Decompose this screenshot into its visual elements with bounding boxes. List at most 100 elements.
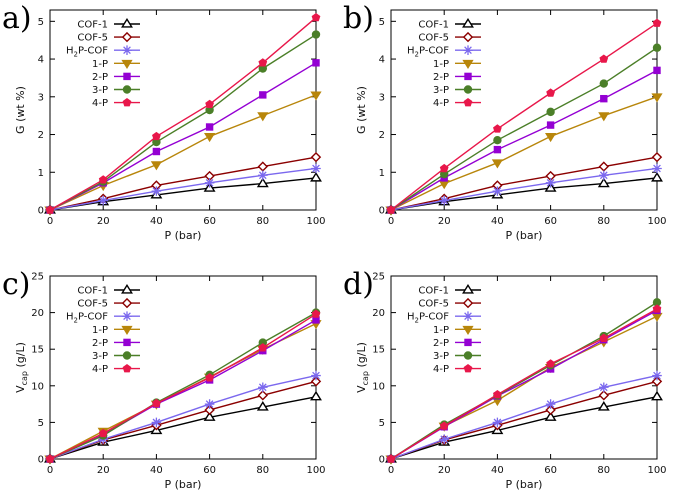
legend-label: COF-1	[418, 286, 449, 297]
x-tick-label: 40	[491, 465, 504, 476]
y-tick-label: 2	[379, 130, 385, 141]
legend-label: COF-5	[77, 33, 108, 44]
x-tick-label: 0	[47, 465, 53, 476]
legend-label: 1-P	[92, 59, 108, 70]
plot-frame	[49, 9, 317, 211]
data-point	[598, 112, 610, 122]
data-point	[652, 304, 662, 313]
data-point	[311, 309, 321, 318]
data-point	[204, 178, 215, 188]
data-point	[258, 170, 268, 181]
x-tick-label: 80	[597, 216, 610, 227]
x-tick-label: 100	[306, 216, 325, 227]
data-point	[546, 359, 555, 368]
series-line	[49, 33, 317, 211]
x-tick-label: 20	[438, 465, 451, 476]
x-tick-label: 20	[97, 216, 110, 227]
legend-label: COF-1	[77, 20, 108, 31]
legend-label: 2-P	[92, 72, 108, 83]
series-line	[49, 167, 317, 211]
legend-swatch-marker	[463, 45, 473, 55]
series-line	[390, 315, 658, 460]
legend-swatch-marker	[463, 311, 473, 321]
data-point	[544, 411, 557, 421]
y-tick-label: 25	[31, 272, 44, 283]
series-4-p	[386, 304, 662, 463]
legend-swatch-marker	[463, 98, 473, 107]
panel-label: c)	[2, 267, 31, 302]
data-point	[599, 333, 609, 342]
series-h2p-cof	[386, 163, 662, 215]
x-tick-label: 0	[388, 216, 394, 227]
y-tick-label: 10	[372, 381, 385, 392]
x-axis-label: P (bar)	[165, 229, 202, 242]
data-point	[545, 399, 556, 409]
y-tick-label: 2	[38, 130, 44, 141]
data-point	[98, 195, 108, 206]
legend-label: H2P-COF	[66, 312, 108, 325]
data-point	[258, 382, 268, 393]
data-point	[545, 404, 556, 416]
y-tick-label: 5	[38, 418, 44, 429]
data-point	[599, 54, 609, 63]
data-point	[311, 12, 321, 22]
data-point	[439, 434, 449, 445]
legend-label: 3-P	[92, 351, 108, 362]
series-line	[390, 177, 658, 211]
legend-label: COF-1	[418, 20, 449, 31]
data-point	[652, 298, 662, 307]
data-point	[598, 161, 609, 172]
series-line	[390, 47, 658, 211]
series-3-p	[386, 43, 662, 215]
legend-swatch-marker	[462, 325, 474, 335]
series-line	[49, 17, 317, 211]
data-point	[259, 91, 267, 99]
series-line	[49, 62, 317, 211]
series-1-p	[44, 91, 322, 216]
legend-swatch-marker	[121, 297, 133, 309]
series-line	[390, 301, 658, 460]
data-point	[311, 163, 321, 174]
data-point	[652, 163, 662, 174]
legend-swatch-marker	[463, 364, 473, 373]
data-point	[257, 112, 269, 122]
legend-label: 1-P	[433, 59, 449, 70]
data-point	[598, 390, 609, 401]
x-tick-label: 100	[647, 465, 666, 476]
chart-panel: c) 0 20 40 60 80 100 0 5 10 15 20 25 P (bar) Vcap (g/L…	[2, 267, 326, 491]
legend-swatch-marker	[121, 17, 133, 28]
x-tick-label: 40	[491, 216, 504, 227]
data-point	[546, 88, 555, 97]
data-point	[599, 79, 608, 88]
data-point	[258, 343, 268, 352]
legend-swatch-marker	[122, 45, 132, 55]
y-tick-label: 10	[31, 381, 44, 392]
legend-swatch-marker	[463, 351, 473, 360]
y-tick-label: 5	[38, 17, 44, 28]
legend-swatch-marker	[121, 31, 133, 43]
data-point	[312, 59, 320, 67]
data-point	[439, 163, 449, 173]
data-point	[545, 178, 556, 188]
series-1-p	[385, 93, 663, 216]
data-point	[651, 376, 663, 387]
x-axis-label: P (bar)	[506, 229, 543, 242]
chart-panel: d) 0 20 40 60 80 100 0 5 10 15 20 25 P (bar) Vcap (g/L…	[343, 267, 667, 491]
legend-swatch-marker	[123, 72, 131, 81]
panel-label: a)	[2, 1, 32, 36]
x-tick-label: 20	[438, 216, 451, 227]
data-point	[256, 177, 269, 188]
data-point	[651, 93, 663, 103]
series-line	[390, 374, 658, 460]
data-point	[45, 205, 55, 214]
legend-swatch-marker	[122, 98, 132, 107]
series-line	[49, 380, 317, 460]
y-tick-label: 4	[379, 55, 385, 66]
series-3-p	[386, 298, 662, 464]
legend-label: H2P-COF	[66, 46, 108, 59]
data-point	[597, 400, 610, 411]
x-tick-label: 80	[597, 465, 610, 476]
